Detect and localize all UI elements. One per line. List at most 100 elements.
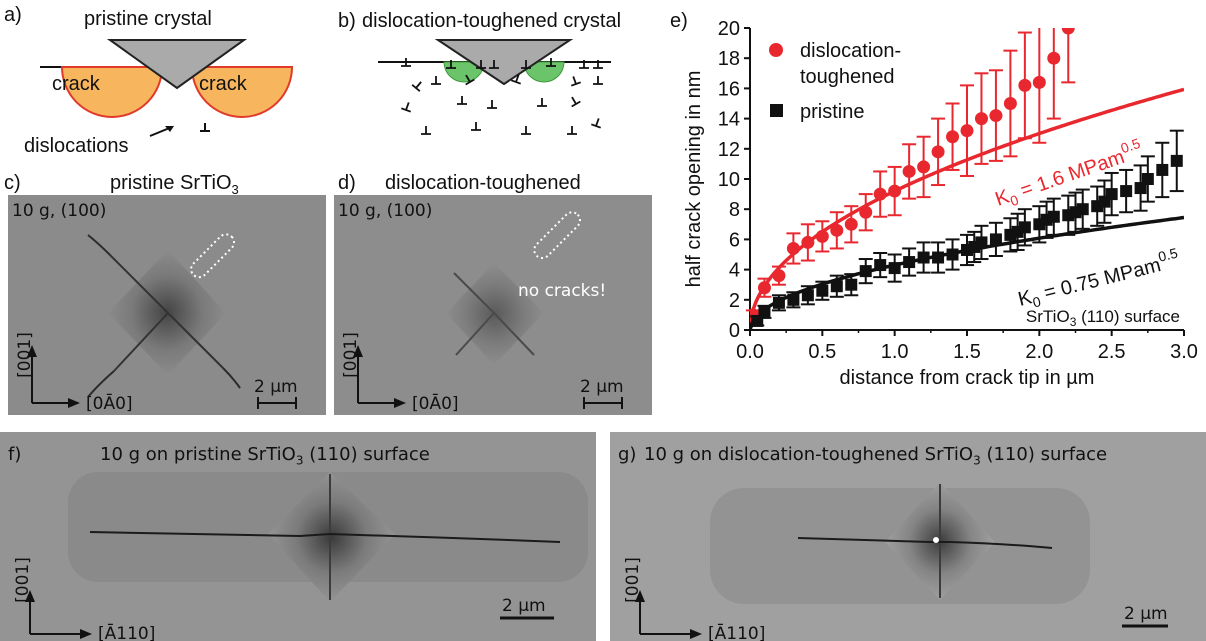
indent-mark-f <box>268 472 395 602</box>
y-tick-label: 4 <box>729 260 740 282</box>
dislocation-symbol <box>489 60 499 69</box>
data-point-circle <box>1061 28 1075 35</box>
load-label-d: 10 g, (100) <box>338 201 433 221</box>
data-point-square <box>917 251 930 264</box>
sem-image-f: f) 10 g on pristine SrTiO3 (110) surface… <box>0 432 596 641</box>
x-tick-label: 3.0 <box>1170 341 1198 363</box>
dislocation-symbol <box>570 76 582 87</box>
dislocation-toughened-schematic <box>378 39 611 135</box>
data-point-circle <box>960 124 974 138</box>
panel-c-letter: c) <box>4 172 21 194</box>
dislocation-symbol <box>510 74 522 85</box>
data-point-square <box>989 233 1002 246</box>
scale-label-c: 2 µm <box>254 377 298 397</box>
data-point-circle <box>974 112 988 126</box>
data-point-square <box>1018 221 1031 234</box>
data-point-circle <box>917 160 931 174</box>
crack-label-left: crack <box>52 73 100 95</box>
dislocation-symbol <box>446 60 456 69</box>
panel-g-letter: g) <box>618 444 637 465</box>
panel-b-letter: b) <box>338 10 356 32</box>
panel-d-letter: d) <box>338 172 356 194</box>
panel-g-title: 10 g on dislocation-toughened SrTiO3 (11… <box>644 444 1108 468</box>
crack-c-1 <box>87 234 111 256</box>
legend-label-1: dislocation- <box>800 40 901 62</box>
sem-image-d: 10 g, (100) no cracks! [001] [0Ā0] 2 µm <box>334 195 652 415</box>
data-point-square <box>932 251 945 264</box>
scale-label-g: 2 µm <box>1124 604 1168 624</box>
data-point-circle <box>1003 97 1017 110</box>
data-point-square <box>772 296 785 309</box>
data-point-circle <box>786 241 800 255</box>
y-tick-label: 2 <box>729 290 740 312</box>
sem-image-g: g) 10 g on dislocation-toughened SrTiO3 … <box>610 432 1206 641</box>
crack-opening-chart: 0.0 0.5 1.0 1.5 2.0 2.5 3.0 0 2 4 6 8 10 12 14 16 18 20 di… <box>683 18 1198 389</box>
data-point-circle <box>888 184 902 198</box>
data-point-square <box>1120 185 1133 198</box>
panel-e-letter: e) <box>670 10 688 32</box>
panel-f-letter: f) <box>8 444 22 465</box>
axis-v-d: [001] <box>340 332 361 378</box>
dislocation-symbol <box>400 102 412 113</box>
data-point-circle <box>1018 78 1032 92</box>
data-point-square <box>816 284 829 297</box>
panel-b-title: dislocation-toughened crystal <box>362 10 622 32</box>
data-point-square <box>830 280 843 293</box>
sem-image-c: 10 g, (100) [001] [0Ā0] 2 µm <box>8 195 326 415</box>
data-point-square <box>859 265 872 278</box>
data-point-square <box>1156 163 1169 176</box>
crack-label-right: crack <box>199 73 247 95</box>
legend-label-2: pristine <box>800 101 864 123</box>
data-point-square <box>1170 154 1183 167</box>
y-tick-label: 12 <box>718 139 740 161</box>
dislocation-symbol <box>431 76 441 85</box>
data-point-square <box>1076 203 1089 216</box>
crack-c-3 <box>222 367 241 389</box>
y-tick-label: 16 <box>718 78 740 100</box>
dislocation-symbol <box>401 58 411 67</box>
panel-c-title: pristine SrTiO3 <box>110 172 239 197</box>
data-point-circle <box>1047 51 1061 65</box>
y-tick-label: 10 <box>718 169 740 191</box>
dislocation-symbol <box>200 123 210 132</box>
dislocation-symbol <box>593 60 603 69</box>
data-point-square <box>874 259 887 272</box>
dislocation-symbol <box>593 76 603 85</box>
dislocation-symbol <box>590 118 602 129</box>
data-point-square <box>801 289 814 302</box>
panel-d-title: dislocation-toughened <box>385 172 581 194</box>
highlight-box-d <box>533 211 581 260</box>
y-tick-label: 20 <box>718 18 740 40</box>
axis-h-d: [0Ā0] <box>412 394 459 414</box>
axis-v-f: [001] <box>12 557 33 603</box>
data-point-square <box>787 293 800 306</box>
data-point-circle <box>757 281 771 295</box>
dislocation-field <box>400 58 603 135</box>
x-tick-label: 2.0 <box>1025 341 1053 363</box>
crack-region-left <box>60 66 164 118</box>
dislocation-symbol <box>487 100 497 109</box>
x-tick-label: 2.5 <box>1098 341 1126 363</box>
dislocation-symbol <box>471 122 481 131</box>
data-point-circle <box>815 229 829 243</box>
data-point-square <box>845 278 858 291</box>
crack-region-right <box>190 66 294 118</box>
crack-c-2 <box>87 370 115 398</box>
panel-a-letter: a) <box>4 4 22 26</box>
dislocation-symbol <box>465 74 475 86</box>
fit-label-black: K0 = 0.75 MPam0.5 <box>1015 245 1183 314</box>
data-point-square <box>758 305 771 318</box>
legend-label-1b: toughened <box>800 66 895 88</box>
crack-line-f <box>89 531 561 543</box>
y-tick-label: 6 <box>729 229 740 251</box>
data-point-circle <box>844 217 858 231</box>
data-point-square <box>903 256 916 269</box>
panel-f-title: 10 g on pristine SrTiO3 (110) surface <box>100 444 430 468</box>
data-point-circle <box>1032 75 1046 89</box>
data-point-square <box>1047 210 1060 223</box>
dislocations-label: dislocations <box>24 135 129 157</box>
x-tick-label: 1.0 <box>881 341 909 363</box>
x-tick-label: 1.5 <box>953 341 981 363</box>
data-point-circle <box>801 235 815 249</box>
indenter-tip <box>106 39 248 90</box>
